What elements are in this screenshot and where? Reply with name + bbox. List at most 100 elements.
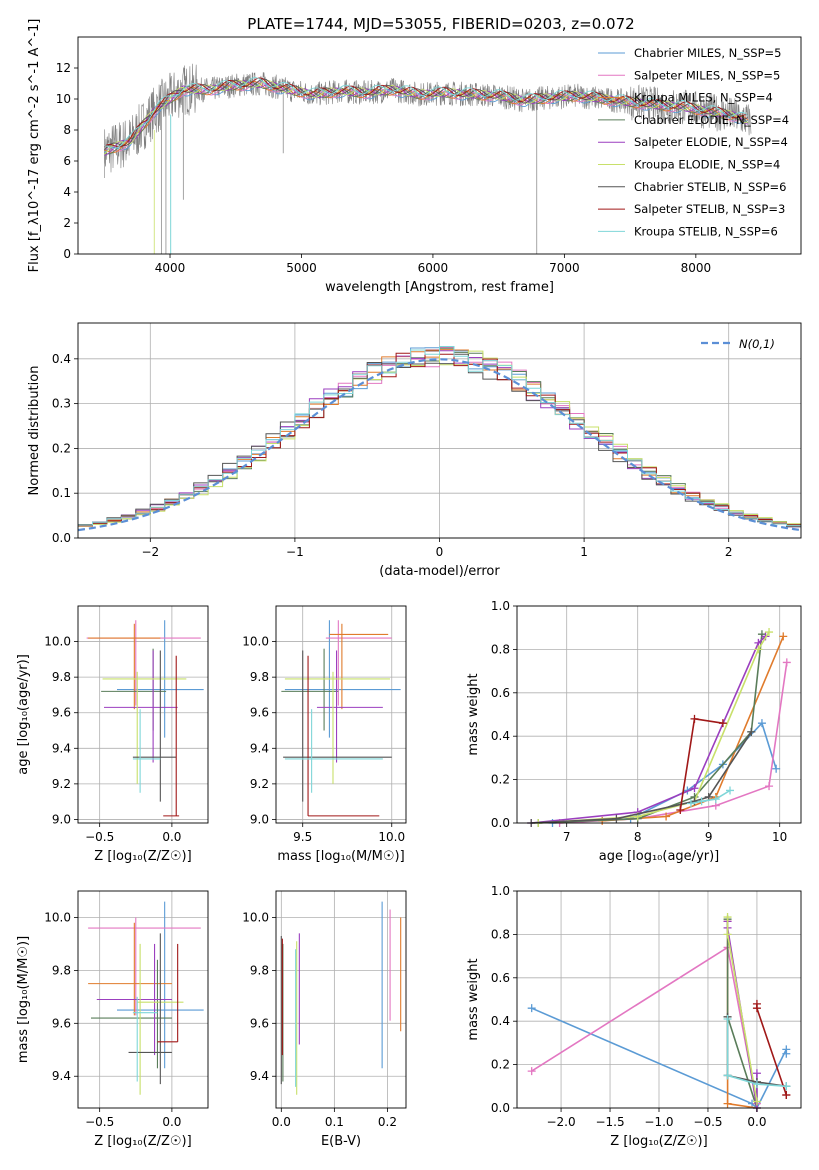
legend-entry: Chabrier ELODIE, N_SSP=4 [634,113,789,127]
legend-entry-normal: N(0,1) [739,337,775,351]
x-tick-label: 0.0 [162,830,181,844]
legend-entry: Chabrier MILES, N_SSP=5 [634,46,781,60]
weight-marker-kroupa_stelib [723,1071,732,1080]
weight-marker-salpeter_stelib [690,714,699,723]
x-axis-label: E(B-V) [321,1134,361,1149]
y-tick-label: 9.8 [52,670,71,684]
y-axis-label: mass [log₁₀(M/M☉)] [16,936,31,1063]
weight-marker-salpeter_elodie [690,784,699,793]
axes-frame [77,322,802,539]
y-tick-label: 10.0 [44,910,71,924]
y-tick-label: 4 [63,185,71,199]
weight-marker-chabrier_miles [772,764,781,773]
weight-marker-kroupa_stelib [697,797,706,806]
y-tick-label: 0.0 [491,1101,510,1115]
weight-marker-salpeter_stelib [718,719,727,728]
plot-area-massweight_vs_Z [527,913,791,1112]
y-tick-label: 0.2 [491,1058,510,1072]
weight-marker-kroupa_elodie [765,628,774,637]
x-tick-label: −0.5 [85,830,114,844]
plot-area-age_vs_mass [281,620,401,817]
y-tick-label: 0.4 [491,729,510,743]
weight-marker-salpeter_stelib [676,805,685,814]
weight-marker-kroupa_stelib [782,1082,791,1091]
y-tick-label: 9.6 [250,1016,269,1030]
y-tick-label: 8 [63,123,71,137]
observed-spectrum-line [104,63,752,179]
plot-area-spectrum [103,63,752,254]
x-tick-label: 10 [772,830,787,844]
model-spectrum-line-kroupa_miles [104,80,749,154]
y-tick-label: 9.8 [250,670,269,684]
x-tick-label: 7 [563,830,571,844]
y-tick-label: 0.8 [491,927,510,941]
panel-mass_vs_ebv: 0.0 0.1 0.2 9.4 9.6 9.8 10.0 E(B-V) [242,890,407,1149]
legend-entry: Kroupa STELIB, N_SSP=6 [634,224,778,238]
y-tick-label: 0.3 [52,397,71,411]
x-tick-label: 8 [634,830,642,844]
plot-area-mass_vs_Z [88,901,204,1095]
panel-mass_vs_Z: −0.5 0.0 9.4 9.6 9.8 10.0 Z [log₁₀(Z/Z☉)] mass … [16,890,209,1149]
y-tick-label: 9.6 [52,706,71,720]
x-tick-label: 0.0 [747,1115,766,1129]
x-tick-label: −0.5 [85,1115,114,1129]
x-tick-label: 10.0 [378,830,405,844]
weight-marker-kroupa_miles [779,632,788,641]
x-tick-label: 0 [436,545,444,559]
y-tick-label: 0.0 [491,816,510,830]
weight-marker-kroupa_stelib [686,799,695,808]
x-tick-label: 0.0 [272,1115,291,1129]
x-tick-label: 6000 [418,261,449,275]
x-tick-label: 0.1 [325,1115,344,1129]
y-axis-label: mass weight [466,958,481,1040]
x-tick-label: 7000 [549,261,580,275]
y-tick-label: 9.8 [250,963,269,977]
weight-marker-chabrier_stelib [747,727,756,736]
x-tick-label: 9 [705,830,713,844]
y-tick-label: 12 [56,61,71,75]
spectrum-legend: Chabrier MILES, N_SSP=5 Salpeter MILES, N… [598,46,789,238]
model-spectrum-line-kroupa_stelib [104,77,749,149]
axes-frame [77,890,209,1109]
figure-title: PLATE=1744, MJD=53055, FIBERID=0203, z=0… [247,15,634,33]
weight-marker-kroupa_elodie [754,645,763,654]
x-tick-label: 9.5 [293,830,312,844]
x-tick-label: −1.0 [644,1115,673,1129]
weight-marker-chabrier_miles [527,1004,536,1013]
y-tick-label: 2 [63,216,71,230]
y-tick-label: 9.6 [250,706,269,720]
weight-marker-chabrier_miles [757,719,766,728]
y-tick-label: 9.0 [250,812,269,826]
y-tick-label: 10 [56,92,71,106]
normal-curve [78,358,801,532]
x-tick-label: −2.0 [546,1115,575,1129]
model-spectrum-line-salpeter_miles [104,81,749,152]
legend-entry: Salpeter MILES, N_SSP=5 [634,68,780,82]
y-tick-label: 0.4 [52,352,71,366]
x-axis-label: Z [log₁₀(Z/Z☉)] [94,849,191,864]
plot-area-massweight_vs_age [527,628,791,827]
panel-age_vs_Z: −0.5 0.0 9.0 9.2 9.4 9.6 9.8 10.0 Z [log₁₀(Z/Z☉)… [16,605,209,864]
y-tick-label: 0.0 [52,531,71,545]
x-tick-label: −1 [286,545,304,559]
y-tick-label: 9.2 [250,777,269,791]
legend-entry: Kroupa ELODIE, N_SSP=4 [634,158,780,172]
weight-marker-kroupa_stelib [723,1015,732,1024]
y-tick-label: 1.0 [491,599,510,613]
plot-area-residuals [78,346,801,532]
weight-marker-salpeter_elodie [752,1069,761,1078]
y-tick-label: 9.0 [52,812,71,826]
y-tick-label: 9.4 [52,1069,71,1083]
y-axis-label: mass weight [466,673,481,755]
x-tick-label: 0.2 [378,1115,397,1129]
y-tick-label: 1.0 [491,884,510,898]
weight-marker-salpeter_stelib [752,1004,761,1013]
panel-spectrum: 4000 5000 6000 7000 8000 0 2 4 6 8 10 12 wavelength … [27,19,802,295]
x-tick-label: 5000 [286,261,317,275]
legend-entry: Salpeter ELODIE, N_SSP=4 [634,135,788,149]
y-tick-label: 9.4 [52,741,71,755]
legend-entry: Chabrier STELIB, N_SSP=6 [634,180,786,194]
y-tick-label: 0.8 [491,642,510,656]
x-tick-label: −2 [141,545,159,559]
